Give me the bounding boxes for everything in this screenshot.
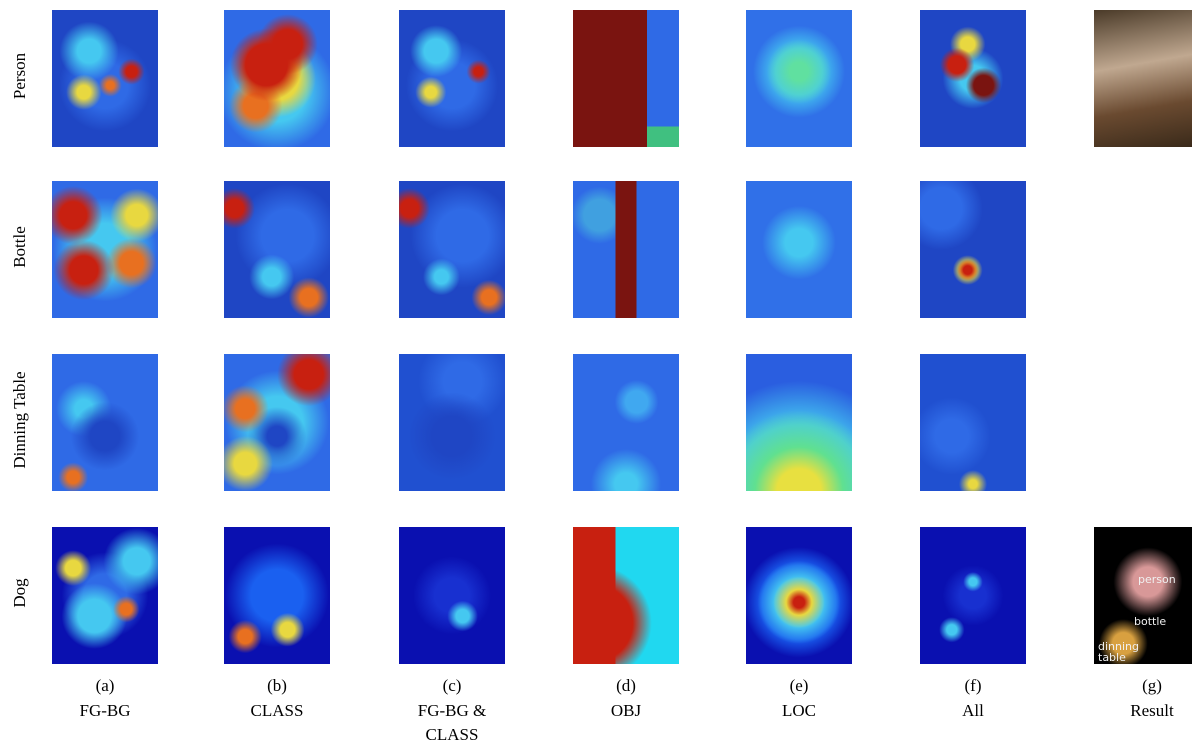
heatmap xyxy=(224,10,330,147)
heatmap xyxy=(573,354,679,491)
heatmap xyxy=(573,10,679,147)
row-label: Bottle xyxy=(10,226,29,268)
column-name: OBJ xyxy=(610,701,642,720)
heatmap xyxy=(920,10,1026,147)
heatmap xyxy=(399,354,505,491)
column-name: FG-BG & CLASS xyxy=(417,701,487,744)
column-name: CLASS xyxy=(250,701,304,720)
heatmap xyxy=(746,10,852,147)
heatmap xyxy=(399,181,505,318)
heatmap xyxy=(746,354,852,491)
heatmap xyxy=(52,10,158,147)
result-label: person xyxy=(1138,573,1176,586)
image xyxy=(1094,181,1192,318)
heatmap xyxy=(52,354,158,491)
row-label: Dog xyxy=(10,578,29,608)
row-label: Dinning Table xyxy=(10,371,29,469)
heatmap xyxy=(746,181,852,318)
column-letter: (a) xyxy=(95,676,115,695)
column-letter: (b) xyxy=(267,676,287,695)
heatmap xyxy=(920,181,1026,318)
heatmap xyxy=(399,10,505,147)
column-letter: (d) xyxy=(616,676,636,695)
heatmap xyxy=(399,527,505,664)
column-letter: (e) xyxy=(789,676,809,695)
heatmap xyxy=(746,527,852,664)
result-label: bottle xyxy=(1134,615,1167,628)
column-letter: (g) xyxy=(1142,676,1162,695)
column-letter: (c) xyxy=(442,676,462,695)
image xyxy=(1094,354,1192,491)
column-name: All xyxy=(962,701,984,720)
result-label: dinning table xyxy=(1098,640,1139,664)
heatmap xyxy=(920,527,1026,664)
heatmap xyxy=(920,354,1026,491)
heatmap xyxy=(52,181,158,318)
heatmap xyxy=(573,527,679,664)
column-name: Result xyxy=(1130,701,1174,720)
heatmap xyxy=(52,527,158,664)
heatmap xyxy=(573,181,679,318)
heatmap xyxy=(224,527,330,664)
image xyxy=(1094,10,1192,147)
heatmap xyxy=(224,354,330,491)
row-label: Person xyxy=(10,52,29,100)
column-name: FG-BG xyxy=(79,701,131,720)
heatmap xyxy=(224,181,330,318)
image: person bottle dinning table xyxy=(1094,527,1192,664)
column-name: LOC xyxy=(782,701,816,720)
column-letter: (f) xyxy=(964,676,982,695)
